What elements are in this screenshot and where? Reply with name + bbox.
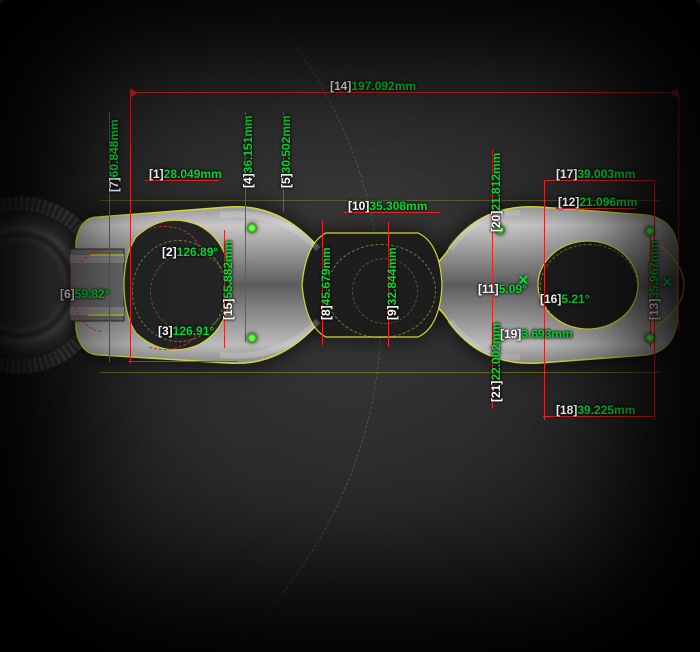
dim-vline (654, 180, 655, 420)
measurement-14-value: 197.092mm (351, 79, 416, 93)
cross-marker: × (518, 270, 529, 291)
dim-vline (678, 92, 679, 332)
cavity-ring-left-2 (150, 252, 230, 332)
fiducial-dot (247, 333, 257, 343)
measurement-17: [17]39.003mm (556, 168, 635, 180)
dim-vline (109, 112, 110, 362)
measurement-14-tag: [14] (330, 79, 351, 93)
cavity-ring-right (540, 244, 638, 330)
dim-hline (130, 92, 678, 93)
dim14-arrow-right (670, 88, 678, 98)
measurement-17-value: 39.003mm (577, 167, 635, 181)
fiducial-dot (495, 331, 505, 341)
cross-marker: × (662, 272, 673, 293)
dim-vline (322, 220, 323, 345)
dim14-arrow-left (130, 88, 138, 98)
measurement-18-tag: [18] (556, 403, 577, 417)
topline (100, 200, 660, 201)
dim-hline (546, 180, 654, 181)
fiducial-dot (495, 225, 505, 235)
dim-vline (388, 222, 389, 347)
dim-vline (130, 92, 131, 364)
dim-hline (344, 212, 440, 213)
fiducial-dot (247, 223, 257, 233)
measurement-14: [14]197.092mm (330, 80, 416, 92)
measurement-17-tag: [17] (556, 167, 577, 181)
vision-measurement-viewport[interactable]: ×× [1]28.049mm[2]126.89°[3]126.91°[4]36.… (0, 0, 700, 652)
dim-hline (556, 208, 636, 209)
dim-hline (145, 180, 219, 181)
dim-vline (492, 150, 493, 408)
dim-hline (543, 416, 655, 417)
measurement-18: [18]39.225mm (556, 404, 635, 416)
measurement-18-value: 39.225mm (577, 403, 635, 417)
fiducial-dot (645, 333, 655, 343)
dim-hline (128, 361, 238, 362)
dim-vline (283, 112, 284, 212)
cavity-ring-mid-2 (352, 258, 418, 324)
fiducial-dot (645, 226, 655, 236)
dim-vline (224, 230, 225, 348)
dim-vline (245, 112, 246, 342)
dim-vline (544, 180, 545, 420)
baseline (100, 372, 660, 373)
dim-vline (650, 232, 651, 347)
